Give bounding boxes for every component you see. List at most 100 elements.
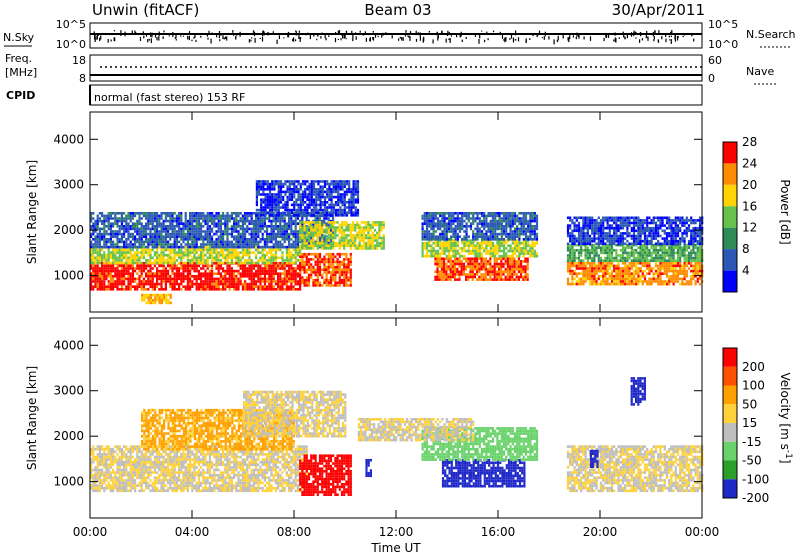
heatmap-cell [197, 230, 200, 233]
heatmap-cell [351, 236, 355, 240]
noise-sample [641, 38, 643, 41]
heatmap-cell [434, 217, 437, 220]
heatmap-cell [173, 248, 176, 252]
heatmap-cell [94, 238, 97, 241]
heatmap-cell [134, 245, 137, 249]
heatmap-cell [511, 262, 514, 266]
heatmap-cell [421, 230, 424, 233]
noise-sample [110, 39, 112, 42]
heatmap-cell [252, 230, 255, 233]
noise-sample [499, 31, 501, 34]
noise-sample [605, 32, 607, 38]
heatmap-cell [376, 236, 379, 240]
heatmap-cell [343, 208, 346, 212]
heatmap-cell [266, 245, 269, 249]
heatmap-cell [129, 240, 132, 244]
heatmap-cell [182, 261, 185, 265]
heatmap-cell [230, 285, 233, 288]
heatmap-cell [257, 272, 260, 275]
heatmap-cell [285, 238, 288, 241]
heatmap-cell [237, 238, 240, 241]
heatmap-cell [235, 238, 238, 241]
heatmap-cell [463, 238, 466, 241]
noise-sample [567, 37, 569, 41]
heatmap-cell [299, 255, 302, 259]
heatmap-cell [504, 278, 507, 281]
heatmap-cell [277, 193, 280, 196]
heatmap-cell [213, 222, 216, 225]
noise-sample [147, 39, 149, 43]
heatmap-cell [310, 208, 313, 212]
heatmap-cell [235, 243, 238, 246]
heatmap-cell [323, 206, 327, 209]
heatmap-cell [285, 230, 288, 233]
heatmap-cell [189, 235, 192, 238]
heatmap-cell [178, 230, 181, 233]
heatmap-cell [123, 264, 126, 268]
heatmap-cell [301, 236, 304, 240]
heatmap-cell [304, 195, 307, 199]
heatmap-cell [310, 276, 313, 279]
heatmap-cell [371, 231, 374, 235]
heatmap-cell [178, 251, 181, 254]
heatmap-cell [347, 239, 350, 242]
heatmap-cell [434, 254, 437, 258]
heatmap-cell [175, 217, 178, 220]
heatmap-cell [462, 270, 465, 274]
heatmap-cell [96, 225, 99, 228]
heatmap-cell [474, 249, 477, 253]
heatmap-cell [369, 241, 372, 245]
heatmap-cell [343, 193, 346, 196]
heatmap-cell [125, 253, 128, 257]
heatmap-cell [463, 214, 466, 218]
heatmap-cell [195, 240, 198, 244]
heatmap-cell [272, 277, 275, 281]
heatmap-cell [145, 272, 148, 275]
heatmap-cell [454, 244, 457, 248]
heatmap-cell [127, 248, 130, 252]
heatmap-cell [376, 241, 379, 245]
heatmap-cell [230, 275, 233, 278]
heatmap-cell [294, 277, 297, 281]
heatmap-cell [439, 222, 442, 225]
heatmap-cell [202, 280, 205, 283]
heatmap-cell [237, 222, 240, 225]
heatmap-cell [250, 280, 253, 283]
heatmap-cell [458, 217, 462, 220]
heatmap-cell [428, 230, 431, 233]
heatmap-cell [127, 251, 130, 254]
heatmap-cell [114, 248, 117, 252]
heatmap-cell [500, 265, 503, 268]
heatmap-cell [314, 278, 317, 282]
heatmap-cell [158, 277, 161, 281]
heatmap-cell [103, 264, 106, 268]
heatmap-cell [279, 243, 282, 246]
heatmap-cell [259, 269, 262, 273]
heatmap-cell [315, 188, 318, 191]
heatmap-cell [456, 238, 459, 241]
noise-sample [94, 34, 96, 40]
heatmap-cell [261, 235, 264, 238]
heatmap-cell [506, 262, 509, 266]
heatmap-cell [461, 222, 464, 225]
heatmap-cell [502, 249, 506, 253]
heatmap-cell [195, 245, 198, 249]
heatmap-cell [281, 230, 284, 233]
heatmap-cell [432, 222, 435, 225]
heatmap-cell [140, 222, 143, 225]
heatmap-cell [327, 268, 330, 272]
heatmap-cell [356, 234, 359, 237]
heatmap-cell [94, 275, 97, 278]
heatmap-cell [101, 288, 104, 291]
heatmap-cell [332, 260, 335, 264]
heatmap-cell [127, 288, 130, 291]
heatmap-cell [283, 219, 286, 223]
heatmap-cell [338, 247, 341, 250]
heatmap-cell [436, 267, 439, 271]
heatmap-cell [348, 211, 351, 214]
heatmap-cell [127, 282, 130, 286]
heatmap-cell [436, 265, 439, 268]
heatmap-cell [219, 217, 222, 220]
heatmap-cell [496, 252, 499, 255]
